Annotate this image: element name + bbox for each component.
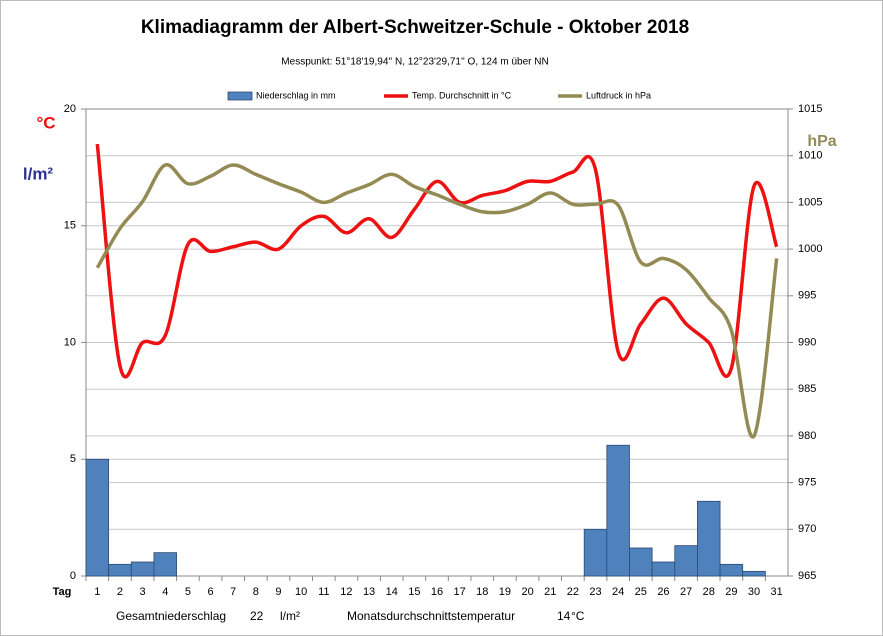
x-tick-label: 14	[386, 586, 398, 598]
x-tick-label: 26	[657, 586, 669, 598]
y2-tick-label: 980	[798, 430, 816, 442]
x-tick-label: 12	[340, 586, 352, 598]
bar	[153, 552, 177, 577]
y2-tick-label: 975	[798, 477, 816, 489]
bar	[629, 547, 653, 577]
y2-tick-label: 965	[798, 570, 816, 582]
chart-title: Klimadiagramm der Albert-Schweitzer-Schu…	[141, 17, 689, 38]
x-tick-label: 30	[748, 586, 760, 598]
x-tick-label: 8	[253, 586, 259, 598]
y2-tick-label: 970	[798, 523, 816, 535]
x-tick-label: 28	[703, 586, 715, 598]
footer-unit: °C	[571, 609, 585, 623]
x-tick-label: 31	[771, 586, 783, 598]
y2-tick-label: 1005	[798, 196, 822, 208]
x-tick-label: 1	[94, 586, 100, 598]
x-tick-label: 24	[612, 586, 624, 598]
x-tick-label: 3	[140, 586, 146, 598]
bar	[651, 561, 676, 577]
x-tick-label: 20	[521, 586, 533, 598]
x-tick-label: 13	[363, 586, 375, 598]
footer-value: 22	[250, 609, 264, 623]
legend-label: Temp. Durchschnitt in °C	[412, 90, 512, 100]
x-tick-label: 2	[117, 586, 123, 598]
x-tick-label: 29	[725, 586, 737, 598]
legend-label: Luftdruck in hPa	[586, 90, 651, 100]
y-tick-label: 20	[64, 103, 76, 115]
bar	[130, 561, 155, 577]
bar	[606, 444, 630, 577]
temp-axis-label: °C	[36, 113, 55, 132]
x-tick-label: 16	[431, 586, 443, 598]
x-tick-label: 15	[408, 586, 420, 598]
y2-tick-label: 985	[798, 383, 816, 395]
x-tick-label: 11	[318, 586, 329, 598]
y-tick-label: 5	[70, 453, 76, 465]
footer-unit: l/m²	[280, 609, 300, 623]
x-tick-label: 6	[207, 586, 213, 598]
bar	[697, 500, 721, 577]
footer-label: Gesamtniederschlag	[116, 609, 226, 623]
x-axis-label: Tag	[53, 586, 72, 598]
legend-swatch	[227, 91, 253, 101]
x-tick-label: 7	[230, 586, 236, 598]
line	[95, 143, 779, 379]
x-tick-label: 18	[476, 586, 488, 598]
pressure-axis-label: hPa	[807, 133, 836, 150]
bar	[742, 570, 766, 577]
y2-tick-label: 1015	[798, 103, 822, 115]
x-tick-label: 23	[589, 586, 601, 598]
x-tick-label: 27	[680, 586, 692, 598]
plot-area	[85, 108, 789, 577]
chart-subtitle: Messpunkt: 51°18'19,94'' N, 12°23'29,71'…	[281, 57, 548, 68]
footer-value: 14	[557, 609, 571, 623]
y2-tick-label: 1000	[798, 243, 822, 255]
y2-tick-label: 1010	[798, 150, 822, 162]
x-tick-label: 19	[499, 586, 511, 598]
x-tick-label: 4	[162, 586, 168, 598]
x-tick-label: 22	[567, 586, 579, 598]
bar	[674, 545, 698, 577]
bar	[583, 528, 608, 577]
bar	[85, 458, 110, 577]
precip-axis-label: l/m²	[23, 164, 54, 183]
x-tick-label: 5	[185, 586, 191, 598]
legend-label: Niederschlag in mm	[256, 90, 336, 100]
y-tick-label: 15	[64, 220, 76, 232]
bar	[719, 563, 744, 577]
x-tick-label: 25	[635, 586, 647, 598]
y-tick-label: 10	[64, 336, 76, 348]
footer-label: Monatsdurchschnittstemperatur	[347, 609, 515, 623]
x-tick-label: 10	[295, 586, 307, 598]
x-tick-label: 17	[454, 586, 466, 598]
y2-tick-label: 990	[798, 336, 816, 348]
bar	[108, 563, 132, 577]
x-tick-label: 21	[544, 586, 556, 598]
y2-tick-label: 995	[798, 290, 816, 302]
x-tick-label: 9	[275, 586, 281, 598]
y-tick-label: 0	[70, 570, 76, 582]
line	[95, 163, 779, 439]
